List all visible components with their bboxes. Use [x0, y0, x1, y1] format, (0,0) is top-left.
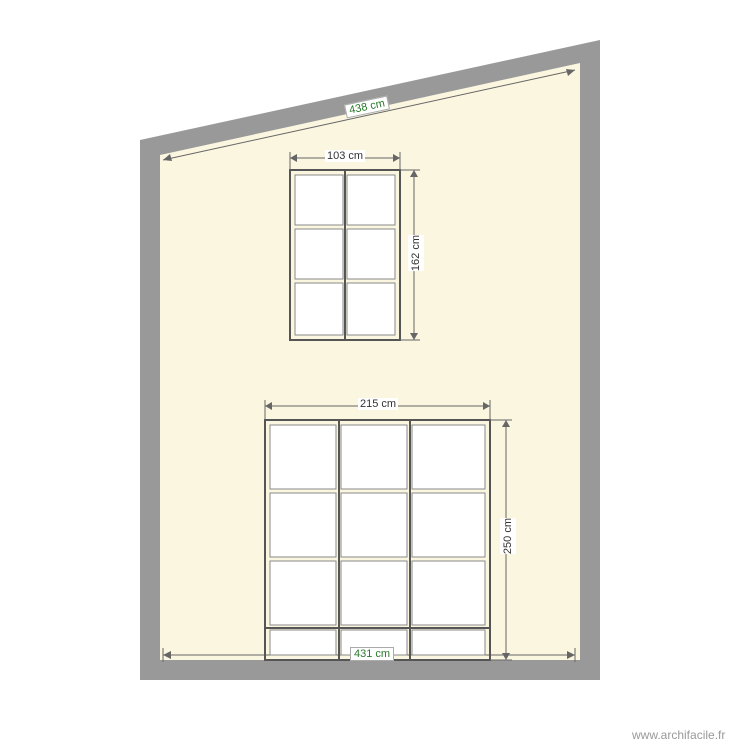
lower-window-height-label: 250 cm [500, 518, 516, 554]
bottom-dim-label: 431 cm [350, 647, 394, 661]
upper-window-height-label: 162 cm [408, 235, 424, 271]
watermark: www.archifacile.fr [632, 728, 725, 742]
lower-window-width-label: 215 cm [358, 398, 398, 410]
lower-window [265, 400, 512, 660]
upper-window-width-label: 103 cm [325, 150, 365, 162]
upper-window [290, 152, 420, 340]
elevation-drawing [0, 0, 750, 750]
